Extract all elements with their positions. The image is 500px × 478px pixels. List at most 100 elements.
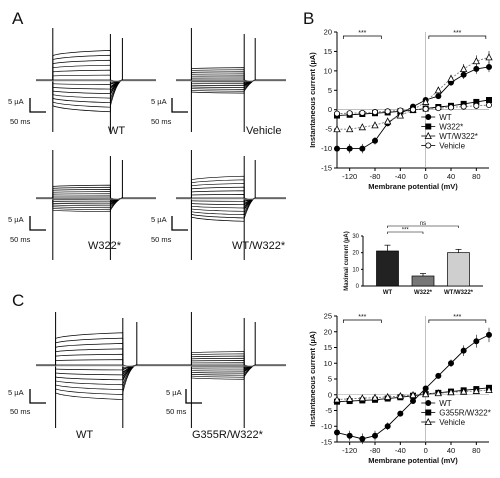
y-tick-label: 5: [328, 86, 332, 95]
x-tick-label: 40: [447, 446, 455, 455]
data-point: [384, 392, 392, 400]
data-point: [422, 105, 429, 112]
data-point: [396, 391, 404, 400]
scale-current-6: 5 µA: [166, 388, 182, 397]
y-tick-label: 5: [328, 375, 332, 384]
x-tick-label: -120: [342, 172, 357, 181]
significance-label: ***: [453, 30, 461, 37]
x-tick-label: 40: [447, 172, 455, 181]
bar-y-tick-label: 30: [352, 234, 359, 240]
data-point: [346, 432, 353, 439]
y-tick-label: -15: [321, 438, 332, 447]
panel-letter-c: C: [12, 291, 24, 310]
y-axis-label: Instantaneous current (µA): [308, 331, 317, 427]
legend-entry: Vehicle: [439, 418, 465, 427]
scale-current-3: 5 µA: [8, 215, 24, 224]
data-point: [435, 105, 442, 112]
data-point: [434, 389, 442, 397]
x-tick-label: -40: [395, 172, 406, 181]
current-sweep: [36, 364, 176, 400]
y-tick-label: 20: [324, 28, 332, 37]
data-point: [485, 97, 492, 104]
data-point: [346, 394, 354, 402]
scale-time-1: 50 ms: [10, 117, 31, 126]
bar-category-label: W322*: [414, 290, 433, 296]
x-axis-label: Membrane potential (mV): [368, 182, 458, 191]
significance-bracket: [428, 319, 487, 323]
scale-time-4: 50 ms: [151, 235, 172, 244]
bar: [376, 250, 399, 287]
scale-time-3: 50 ms: [10, 235, 31, 244]
scale-current-4: 5 µA: [151, 215, 167, 224]
scale-time-6: 50 ms: [166, 407, 187, 416]
x-tick-label: 80: [472, 172, 480, 181]
data-point: [359, 435, 366, 442]
data-point: [447, 104, 454, 111]
trace-label-vehicle: Vehicle: [246, 125, 281, 137]
x-tick-label: 0: [424, 172, 428, 181]
data-point: [425, 409, 432, 416]
data-point: [424, 417, 432, 425]
data-point: [346, 125, 354, 133]
legend-entry: WT: [439, 113, 452, 122]
x-tick-label: 80: [472, 446, 480, 455]
significance-label: ***: [358, 314, 366, 321]
scale-current-2: 5 µA: [151, 97, 167, 106]
bar-significance-bracket: [387, 231, 424, 234]
bar-category-label: WT/W322*: [444, 290, 474, 296]
data-point: [460, 347, 467, 354]
series-2: [333, 385, 493, 403]
bar-y-tick-label: 0: [356, 284, 360, 290]
data-point: [409, 398, 416, 405]
iv-chart-c: -15 -10 -5 0 5 10 15 20 25 -120 -80 -40 0 40 80 Membran…: [308, 312, 493, 465]
bar: [447, 252, 470, 287]
current-sweep: [176, 197, 286, 202]
data-point: [425, 114, 432, 121]
panel-letter-a: A: [12, 9, 24, 28]
bar-significance-bracket: [387, 225, 459, 228]
data-point: [472, 57, 480, 65]
x-tick-label: -120: [342, 446, 357, 455]
panel-letter-b: B: [303, 9, 314, 28]
trace-label-wt: WT: [108, 125, 125, 137]
data-point: [359, 109, 366, 116]
legend-entry: WT/W322*: [439, 132, 478, 141]
y-tick-label: 10: [324, 66, 332, 75]
scale-time-2: 50 ms: [151, 117, 172, 126]
x-tick-label: -40: [395, 446, 406, 455]
data-point: [425, 399, 432, 406]
bar-category-label: WT: [383, 290, 393, 296]
data-point: [397, 410, 404, 417]
data-point: [434, 86, 442, 94]
trace-group-1: [171, 28, 286, 132]
data-point: [346, 145, 353, 152]
y-tick-label: 15: [324, 47, 332, 56]
data-point: [473, 102, 480, 109]
trace-group-2: [29, 150, 156, 260]
data-point: [409, 390, 417, 399]
current-sweep: [176, 197, 286, 209]
data-point: [473, 65, 480, 72]
bar: [411, 275, 435, 287]
current-sweep: [36, 79, 156, 94]
data-point: [473, 338, 480, 345]
series-0: [333, 327, 492, 445]
legend-entry: Vehicle: [439, 142, 465, 151]
bar-significance-label: ns: [420, 221, 426, 227]
current-sweep: [36, 69, 156, 85]
trace-label-w322: W322*: [88, 240, 122, 252]
data-point: [460, 64, 468, 72]
legend-entry: G355R/W322*: [439, 409, 491, 418]
significance-bracket: [342, 35, 382, 39]
data-point: [485, 331, 492, 338]
significance-bracket: [342, 319, 382, 323]
scale-current-5: 5 µA: [8, 388, 24, 397]
data-point: [424, 131, 432, 139]
current-sweep: [36, 364, 176, 381]
data-point: [358, 123, 366, 131]
data-point: [371, 393, 379, 401]
current-sweep: [36, 353, 176, 371]
data-point: [409, 106, 416, 113]
